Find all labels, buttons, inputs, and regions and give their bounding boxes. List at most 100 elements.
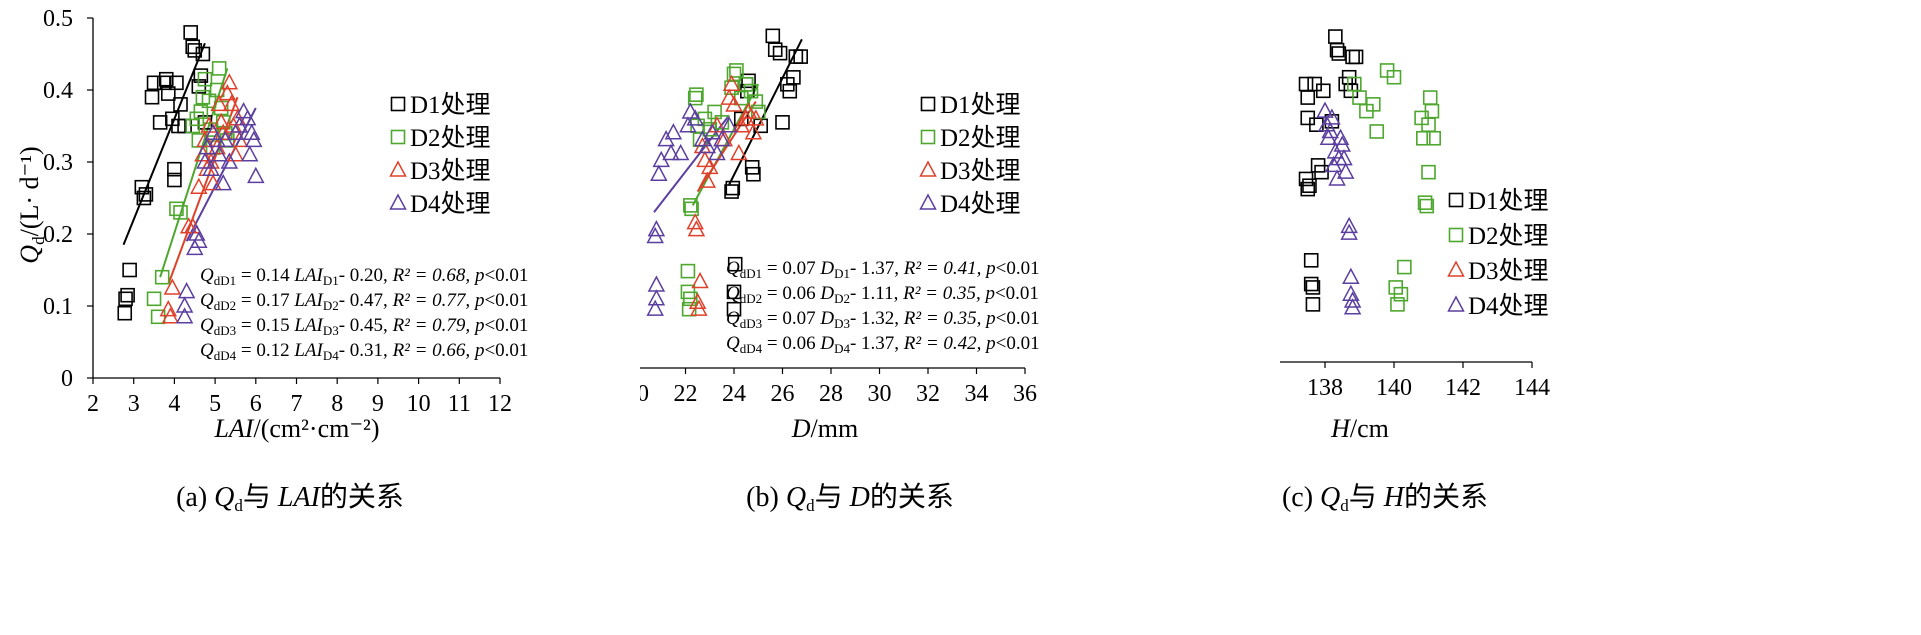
data-point	[1300, 181, 1316, 197]
data-point	[120, 287, 135, 303]
data-point	[1397, 259, 1412, 275]
x-axis-label: D/mm	[791, 414, 858, 443]
data-point	[739, 102, 758, 119]
x-tick-label: 140	[1376, 375, 1412, 401]
data-point	[691, 271, 709, 289]
legend-label: D2处理	[940, 124, 1021, 152]
data-point	[650, 164, 668, 181]
data-point	[690, 299, 708, 316]
data-point	[238, 109, 257, 126]
data-point	[786, 70, 801, 85]
y-tick-label: 0.4	[43, 78, 73, 104]
data-point	[177, 282, 196, 299]
x-tick-label: 26	[771, 381, 795, 407]
data-point	[1342, 267, 1360, 284]
data-point	[197, 71, 213, 87]
legend-marker	[920, 129, 936, 145]
data-point	[681, 102, 700, 119]
data-point	[169, 201, 184, 217]
legend-label: D2处理	[1468, 222, 1549, 250]
data-point	[1343, 291, 1362, 308]
chart-caption: (a) Qd与 LAI的关系	[176, 481, 404, 515]
legend-marker	[1447, 260, 1465, 277]
data-point	[183, 25, 198, 40]
data-point	[720, 116, 738, 133]
data-point	[647, 289, 666, 306]
data-point	[210, 145, 228, 162]
data-point	[772, 45, 788, 61]
data-point	[1390, 297, 1405, 312]
data-point	[1331, 128, 1350, 146]
data-point	[1316, 101, 1334, 118]
data-point	[1419, 198, 1435, 214]
data-point	[647, 275, 666, 292]
data-point	[700, 157, 719, 175]
data-point	[146, 75, 162, 91]
legend-label: D3处理	[1468, 257, 1549, 285]
x-tick-label: 34	[965, 381, 989, 407]
y-tick-label: 0	[61, 366, 73, 392]
x-tick-label: 4	[168, 391, 180, 417]
data-point	[247, 166, 265, 184]
data-point	[190, 231, 208, 248]
data-point	[1303, 253, 1319, 268]
data-point	[160, 86, 176, 101]
data-point	[662, 143, 680, 161]
data-point	[175, 296, 194, 313]
x-axis-label: H/cm	[1330, 414, 1389, 443]
data-point	[744, 123, 763, 140]
chart-root: 20222426283032343600.10.20.30.40.5Qd/(L·…	[581, 10, 1040, 515]
legend-label: D2处理	[410, 124, 491, 152]
data-point	[1369, 124, 1385, 139]
legend-marker	[919, 160, 937, 177]
data-point	[696, 150, 714, 168]
legend-marker	[1448, 227, 1464, 243]
data-point	[1298, 76, 1314, 92]
data-point	[687, 220, 706, 237]
data-point	[214, 174, 232, 191]
data-point	[202, 159, 220, 176]
data-point	[169, 75, 184, 91]
data-point	[720, 88, 738, 105]
data-point	[209, 82, 225, 98]
data-point	[117, 305, 133, 321]
x-tick-label: 20	[640, 381, 649, 407]
data-point	[1305, 297, 1321, 312]
chart-panel-c: 13413613814014214400.10.20.30.40.5Qd/(L·…	[1093, 0, 1921, 630]
data-point	[683, 291, 698, 307]
data-point	[1366, 97, 1381, 112]
data-point	[1335, 149, 1353, 166]
chart-caption: (c) Qd与 H的关系	[1282, 481, 1488, 515]
data-point	[686, 213, 704, 230]
data-point	[729, 63, 744, 78]
data-point	[688, 292, 707, 310]
data-point	[725, 180, 741, 196]
data-point	[193, 104, 209, 119]
y-tick-label: 0.3	[43, 150, 73, 176]
data-point	[765, 28, 781, 44]
data-point	[173, 205, 188, 220]
x-tick-label: 138	[1307, 375, 1343, 401]
data-point	[1336, 162, 1355, 179]
data-point	[173, 97, 188, 112]
data-point	[646, 299, 664, 316]
x-tick-label: 36	[1013, 381, 1037, 407]
data-point	[1323, 108, 1341, 125]
legend-marker	[390, 129, 406, 145]
chart-svg-c: 13413613814014214400.10.20.30.40.5Qd/(L·…	[1093, 11, 1550, 515]
regression-equation: QdD2 = 0.17 LAID2- 0.47, R² = 0.77, p<0.…	[200, 290, 528, 313]
legend-label: D3处理	[940, 157, 1021, 185]
regression-equation: QdD4 = 0.06 DD4- 1.37, R² = 0.42, p<0.01	[726, 333, 1040, 356]
data-point	[204, 174, 222, 191]
data-point	[1340, 216, 1358, 234]
data-point	[741, 73, 756, 89]
data-point	[195, 46, 211, 62]
data-point	[161, 307, 180, 324]
x-tick-label: 6	[250, 391, 262, 417]
data-point	[226, 145, 245, 162]
data-point	[1300, 90, 1316, 105]
x-tick-label: 10	[407, 391, 431, 417]
data-point	[726, 284, 742, 300]
data-point	[159, 300, 178, 317]
y-tick-label: 0.1	[43, 294, 73, 320]
